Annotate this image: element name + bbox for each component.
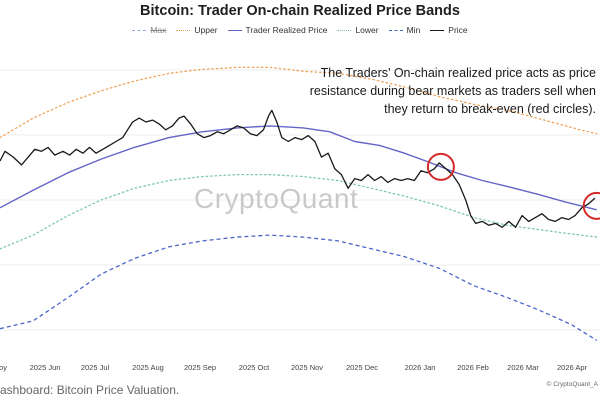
legend-label-max: Max [150, 25, 167, 35]
legend-item-min[interactable]: Min [388, 25, 421, 35]
chart-annotation-text: The Traders’ On-chain realized price act… [309, 66, 596, 116]
legend-swatch-max [132, 29, 147, 31]
x-tick-label: 2025 Oct [238, 363, 270, 372]
x-tick-label: 2026 Apr [556, 363, 588, 372]
x-tick-label: 2026 Mar [507, 363, 539, 372]
series-line-trader-realized-price [0, 125, 597, 211]
legend-item-max[interactable]: Max [132, 25, 166, 35]
x-tick-label: 2026 Jan [404, 363, 436, 372]
chart-title: Bitcoin: Trader On-chain Realized Price … [140, 3, 460, 19]
legend-label-price: Price [448, 25, 468, 35]
x-tick-label: 2025 Jun [29, 363, 61, 372]
legend-swatch-min [388, 29, 403, 31]
legend-swatch-price [430, 29, 445, 31]
series-line-price [0, 109, 596, 228]
footer-source-text: ashboard: Bitcoin Price Valuation. [0, 383, 180, 397]
x-tick-label: oy [0, 363, 7, 372]
series-line-lower [0, 173, 598, 250]
copyright-text: © CryptoQuant_A [546, 381, 598, 388]
legend-item-lower[interactable]: Lower [337, 25, 379, 35]
legend-swatch-upper [176, 29, 191, 31]
legend-swatch-lower [337, 29, 352, 31]
x-tick-label: 2025 Nov [290, 363, 324, 372]
x-tick-label: 2025 Aug [132, 363, 164, 372]
legend-swatch-trader [227, 29, 242, 31]
series-line-upper [0, 66, 598, 139]
x-tick-label: 2025 Jul [80, 363, 110, 372]
legend-item-price[interactable]: Price [430, 25, 468, 35]
chart-legend: Max Upper Trader Realized Price Lower Mi… [0, 25, 600, 35]
legend-label-min: Min [406, 25, 421, 35]
legend-item-upper[interactable]: Upper [176, 25, 218, 35]
annotation-red-circle [426, 152, 455, 181]
series-line-min [0, 234, 598, 341]
annotation-red-circle [582, 191, 600, 220]
legend-item-trader[interactable]: Trader Realized Price [227, 25, 328, 35]
legend-label-upper: Upper [194, 25, 218, 35]
x-tick-label: 2025 Sep [183, 363, 217, 372]
x-tick-label: 2025 Dec [345, 363, 379, 372]
x-tick-label: 2026 Feb [457, 363, 489, 372]
legend-label-trader: Trader Realized Price [245, 25, 328, 35]
legend-label-lower: Lower [355, 25, 379, 35]
